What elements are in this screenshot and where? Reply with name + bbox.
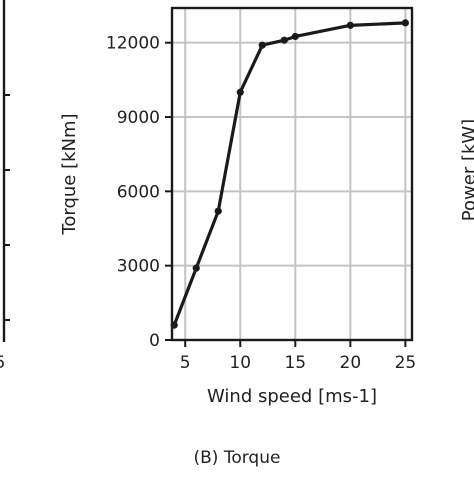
x-axis-label: Wind speed [ms-1] — [207, 386, 377, 407]
x-tick-label: 5 — [180, 353, 191, 373]
y-tick-label: 0 — [149, 331, 160, 351]
x-tick-label: 25 — [395, 353, 417, 373]
right-panel-y-axis-label: Power [kW] — [459, 119, 474, 221]
figure-caption: (B) Torque — [193, 448, 281, 468]
y-tick-label: 9000 — [117, 108, 160, 128]
plot-frame — [170, 6, 414, 342]
y-tick-label: 6000 — [117, 182, 160, 202]
data-point — [346, 21, 354, 29]
data-point — [258, 41, 266, 49]
series-line — [172, 21, 406, 326]
data-point — [214, 207, 222, 215]
data-point — [291, 32, 299, 41]
data-point — [236, 88, 244, 96]
x-tick-label: 20 — [340, 353, 362, 373]
data-point — [401, 19, 409, 27]
x-tick-label: 10 — [229, 353, 251, 373]
left-panel-tick-label: 5 — [0, 353, 5, 373]
data-point — [192, 264, 200, 272]
y-axis-label: Torque [kNm] — [59, 113, 80, 235]
y-tick-label: 3000 — [117, 257, 160, 277]
data-point — [280, 36, 288, 44]
y-tick-label: 12000 — [106, 34, 160, 54]
x-tick-label: 15 — [284, 353, 306, 373]
